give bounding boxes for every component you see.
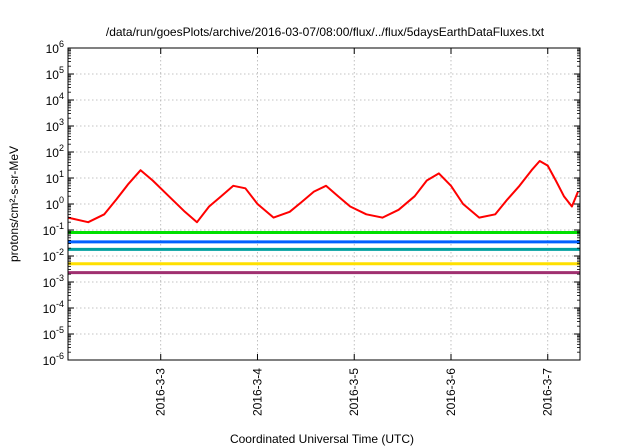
y-tick-label: 106 [46,39,64,56]
y-tick-label: 10-6 [43,351,64,368]
y-tick-label: 101 [46,169,64,186]
chart-title: /data/run/goesPlots/archive/2016-03-07/0… [106,25,545,39]
y-tick-label: 104 [46,91,64,108]
series-line [67,160,579,224]
y-tick-label: 10-1 [43,221,64,238]
series-layer [67,160,580,275]
y-tick-label: 100 [46,195,64,212]
x-tick-label: 2016-3-6 [444,368,458,416]
x-tick-label: 2016-3-5 [347,368,361,416]
x-tick-label: 2016-3-7 [541,368,555,416]
y-tick-label: 103 [46,117,64,134]
y-tick-label: 10-3 [43,273,64,290]
x-axis-label: Coordinated Universal Time (UTC) [230,432,414,446]
y-tick-label: 10-4 [43,299,64,316]
x-tick-label: 2016-3-4 [250,368,264,416]
y-tick-label: 10-5 [43,325,64,342]
y-tick-label: 10-2 [43,247,64,264]
x-axis: 2016-3-3 2016-3-4 2016-3-5 2016-3-6 2016-3-7 [154,48,555,416]
y-tick-label: 105 [46,65,64,82]
x-tick-label: 2016-3-3 [154,368,168,416]
y-tick-label: 102 [46,143,64,160]
y-axis-label: protons/cm²-s-sr-MeV [7,146,21,262]
grid-lines [68,48,580,360]
y-axis: 10-6 10-5 10-4 10-3 10-2 10-1 100 101 102 103 104 1… [43,39,580,368]
